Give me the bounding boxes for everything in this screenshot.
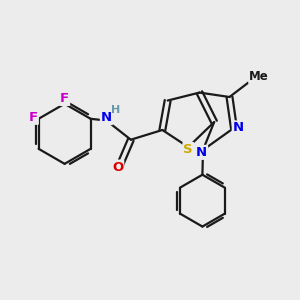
Text: N: N: [233, 122, 244, 134]
Text: S: S: [184, 143, 193, 156]
Text: N: N: [101, 111, 112, 124]
Text: H: H: [111, 105, 120, 115]
Text: O: O: [112, 160, 123, 174]
Text: F: F: [29, 111, 38, 124]
Text: F: F: [60, 92, 69, 105]
Text: N: N: [196, 146, 207, 159]
Text: Me: Me: [249, 70, 269, 83]
